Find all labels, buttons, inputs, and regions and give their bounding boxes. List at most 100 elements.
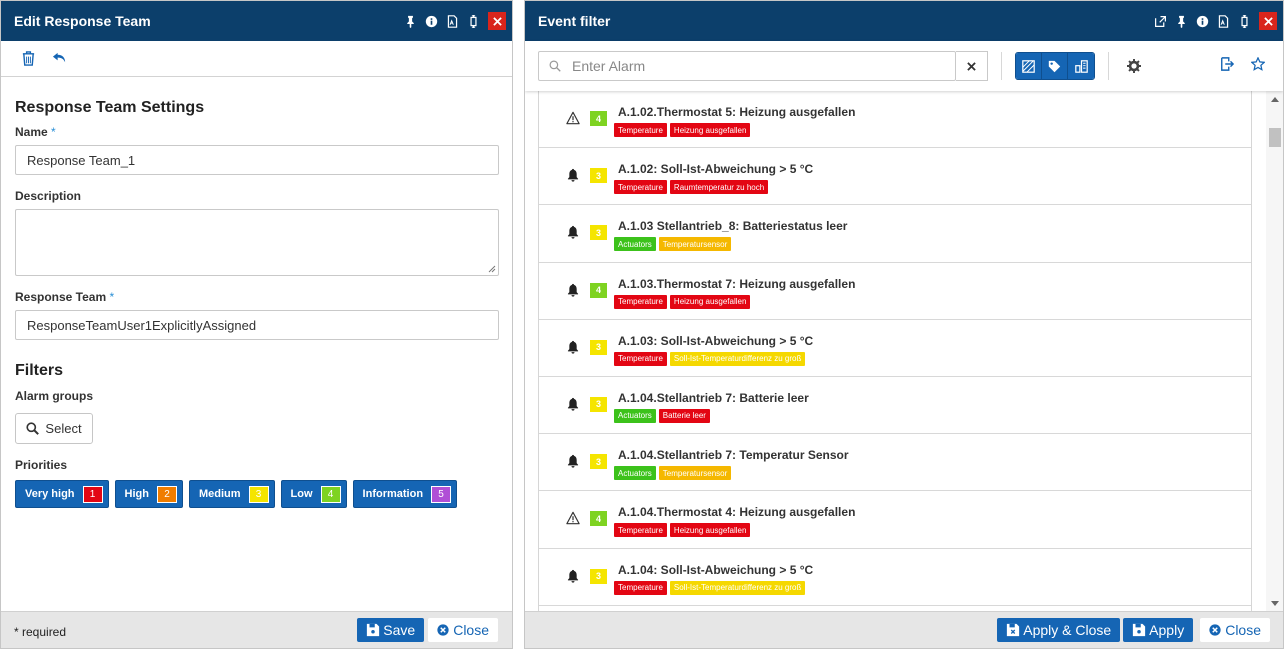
event-row[interactable]: 3 A.1.04.Stellantrieb 7: Temperatur Senso… — [539, 434, 1251, 492]
apply-button[interactable]: Apply — [1123, 618, 1194, 642]
save-icon — [1133, 623, 1146, 637]
required-note: * required — [14, 625, 67, 639]
priority-button-low[interactable]: Low 4 — [280, 480, 347, 508]
bell-icon — [566, 225, 580, 239]
close-button[interactable]: Close — [428, 618, 498, 642]
event-tag: Temperature — [614, 294, 667, 309]
export-icon[interactable] — [1220, 56, 1235, 76]
left-toolbar — [1, 41, 512, 77]
description-label: Description — [15, 189, 82, 203]
event-tag: Actuators — [614, 466, 656, 481]
priority-badge: 3 — [590, 225, 607, 241]
scroll-up-arrow[interactable] — [1271, 97, 1279, 102]
priority-number-badge: 3 — [248, 485, 269, 503]
priority-button-medium[interactable]: Medium 3 — [188, 480, 275, 508]
filter-area-button[interactable] — [1016, 53, 1042, 79]
event-title: A.1.04.Stellantrieb 7: Batterie leer — [618, 390, 809, 405]
warning-icon — [566, 111, 580, 125]
event-row[interactable]: 3 A.1.02: Soll-Ist-Abweichung > 5 °C Tempe… — [539, 148, 1251, 206]
priority-label: Low — [290, 488, 313, 500]
event-row[interactable]: 3 A.1.04: Soll-Ist-Abweichung > 5 °C Tempe… — [539, 549, 1251, 606]
settings-button[interactable] — [1124, 59, 1144, 73]
event-row[interactable]: 3 A.1.04.Stellantrieb 7: Batterie leer Act… — [539, 377, 1251, 435]
priority-badge: 4 — [590, 282, 607, 298]
event-row[interactable]: 4 A.1.02.Thermostat 5: Heizung ausgefalle… — [539, 91, 1251, 149]
filter-building-button[interactable] — [1068, 53, 1094, 79]
priority-button-high[interactable]: High 2 — [114, 480, 183, 508]
priority-label: Medium — [198, 488, 241, 500]
filter-tag-button[interactable] — [1042, 53, 1068, 79]
event-row[interactable]: 3 A.1.03 Stellantrieb_8: Batteriestatus l… — [539, 205, 1251, 263]
delete-icon[interactable] — [21, 51, 36, 66]
event-tag: Soll-Ist-Temperaturdifferenz zu groß — [669, 580, 806, 595]
priority-badge: 3 — [590, 339, 607, 355]
event-row[interactable]: 4 A.1.04.Thermostat 4: Heizung ausgefalle… — [539, 491, 1251, 549]
right-titlebar: Event filter — [525, 1, 1283, 41]
event-title: A.1.04.Stellantrieb 7: Temperatur Sensor — [618, 448, 849, 463]
event-filter-dialog: Event filter Enter Alarm — [524, 0, 1284, 649]
event-filter-toolbar: Enter Alarm — [525, 41, 1283, 91]
event-list-scrollbar[interactable] — [1266, 91, 1283, 612]
save-button[interactable]: Save — [357, 618, 425, 642]
event-row[interactable]: 4 A.1.03.Thermostat 7: Heizung ausgefalle… — [539, 263, 1251, 320]
event-title: A.1.04: Soll-Ist-Abweichung > 5 °C — [618, 562, 814, 577]
priority-number-badge: 4 — [320, 485, 341, 503]
scroll-down-arrow[interactable] — [1271, 601, 1279, 606]
close-button[interactable]: Close — [1200, 618, 1270, 642]
pin-icon[interactable] — [401, 12, 420, 31]
priority-badge: 4 — [590, 111, 607, 126]
apply-close-button[interactable]: Apply & Close — [997, 618, 1121, 642]
alarm-search-input[interactable]: Enter Alarm — [538, 51, 956, 81]
event-tags: Temperature Raumtemperatur zu hoch — [614, 180, 769, 195]
resize-grip-icon[interactable] — [488, 265, 496, 273]
priority-label: Very high — [25, 488, 75, 500]
event-tag: Raumtemperatur zu hoch — [669, 180, 769, 195]
priority-label: High — [124, 488, 149, 500]
hatched-area-icon — [1022, 59, 1035, 73]
popout-icon[interactable] — [1151, 12, 1170, 31]
event-tag: Temperatursensor — [658, 237, 732, 252]
scroll-thumb[interactable] — [1269, 128, 1281, 147]
right-footer: Apply & Close Apply Close — [525, 611, 1283, 648]
pin-icon[interactable] — [1172, 12, 1191, 31]
dialog-title: Event filter — [538, 13, 611, 29]
save-close-icon — [1007, 623, 1020, 637]
info-icon[interactable] — [1193, 12, 1212, 31]
settings-heading: Response Team Settings — [15, 99, 205, 116]
clear-icon — [967, 61, 976, 71]
description-textarea[interactable] — [15, 209, 499, 276]
undo-icon[interactable] — [52, 51, 67, 66]
event-tag: Temperature — [614, 580, 667, 595]
event-row[interactable]: 3 A.1.03: Soll-Ist-Abweichung > 5 °C Tempe… — [539, 320, 1251, 377]
close-circle-icon — [1209, 624, 1221, 636]
filter-mode-buttons — [1015, 52, 1095, 80]
event-title: A.1.03: Soll-Ist-Abweichung > 5 °C — [618, 333, 814, 348]
favorite-star-icon[interactable] — [1250, 55, 1266, 76]
name-input[interactable]: Response Team_1 — [15, 145, 499, 175]
name-label: Name * — [15, 125, 56, 139]
event-tag: Temperature — [614, 351, 667, 366]
search-icon — [549, 60, 561, 72]
priority-button-very-high[interactable]: Very high 1 — [15, 480, 109, 508]
event-tag: Batterie leer — [658, 408, 710, 423]
close-icon[interactable] — [488, 12, 506, 30]
pdf-icon[interactable] — [443, 12, 462, 31]
info-icon[interactable] — [422, 12, 441, 31]
resize-vertical-icon[interactable] — [1235, 12, 1254, 31]
resize-vertical-icon[interactable] — [464, 12, 483, 31]
priority-button-information[interactable]: Information 5 — [352, 480, 458, 508]
close-icon[interactable] — [1259, 12, 1277, 30]
left-footer: * required Save Close — [1, 611, 512, 648]
event-tags: Temperature Soll-Ist-Temperaturdifferenz … — [614, 351, 806, 366]
save-icon — [367, 623, 380, 637]
event-tag: Actuators — [614, 408, 656, 423]
bell-icon — [566, 569, 580, 583]
clear-search-button[interactable] — [956, 51, 988, 81]
pdf-icon[interactable] — [1214, 12, 1233, 31]
event-tags: Temperature Soll-Ist-Temperaturdifferenz … — [614, 580, 806, 595]
priority-badge: 3 — [590, 396, 607, 412]
response-team-input[interactable]: ResponseTeamUser1ExplicitlyAssigned — [15, 310, 499, 340]
priority-buttons: Very high 1 High 2 Medium 3 Low 4 Information 5 — [15, 480, 498, 508]
select-alarm-groups-button[interactable]: Select — [15, 413, 93, 444]
event-tag: Temperature — [614, 123, 667, 137]
